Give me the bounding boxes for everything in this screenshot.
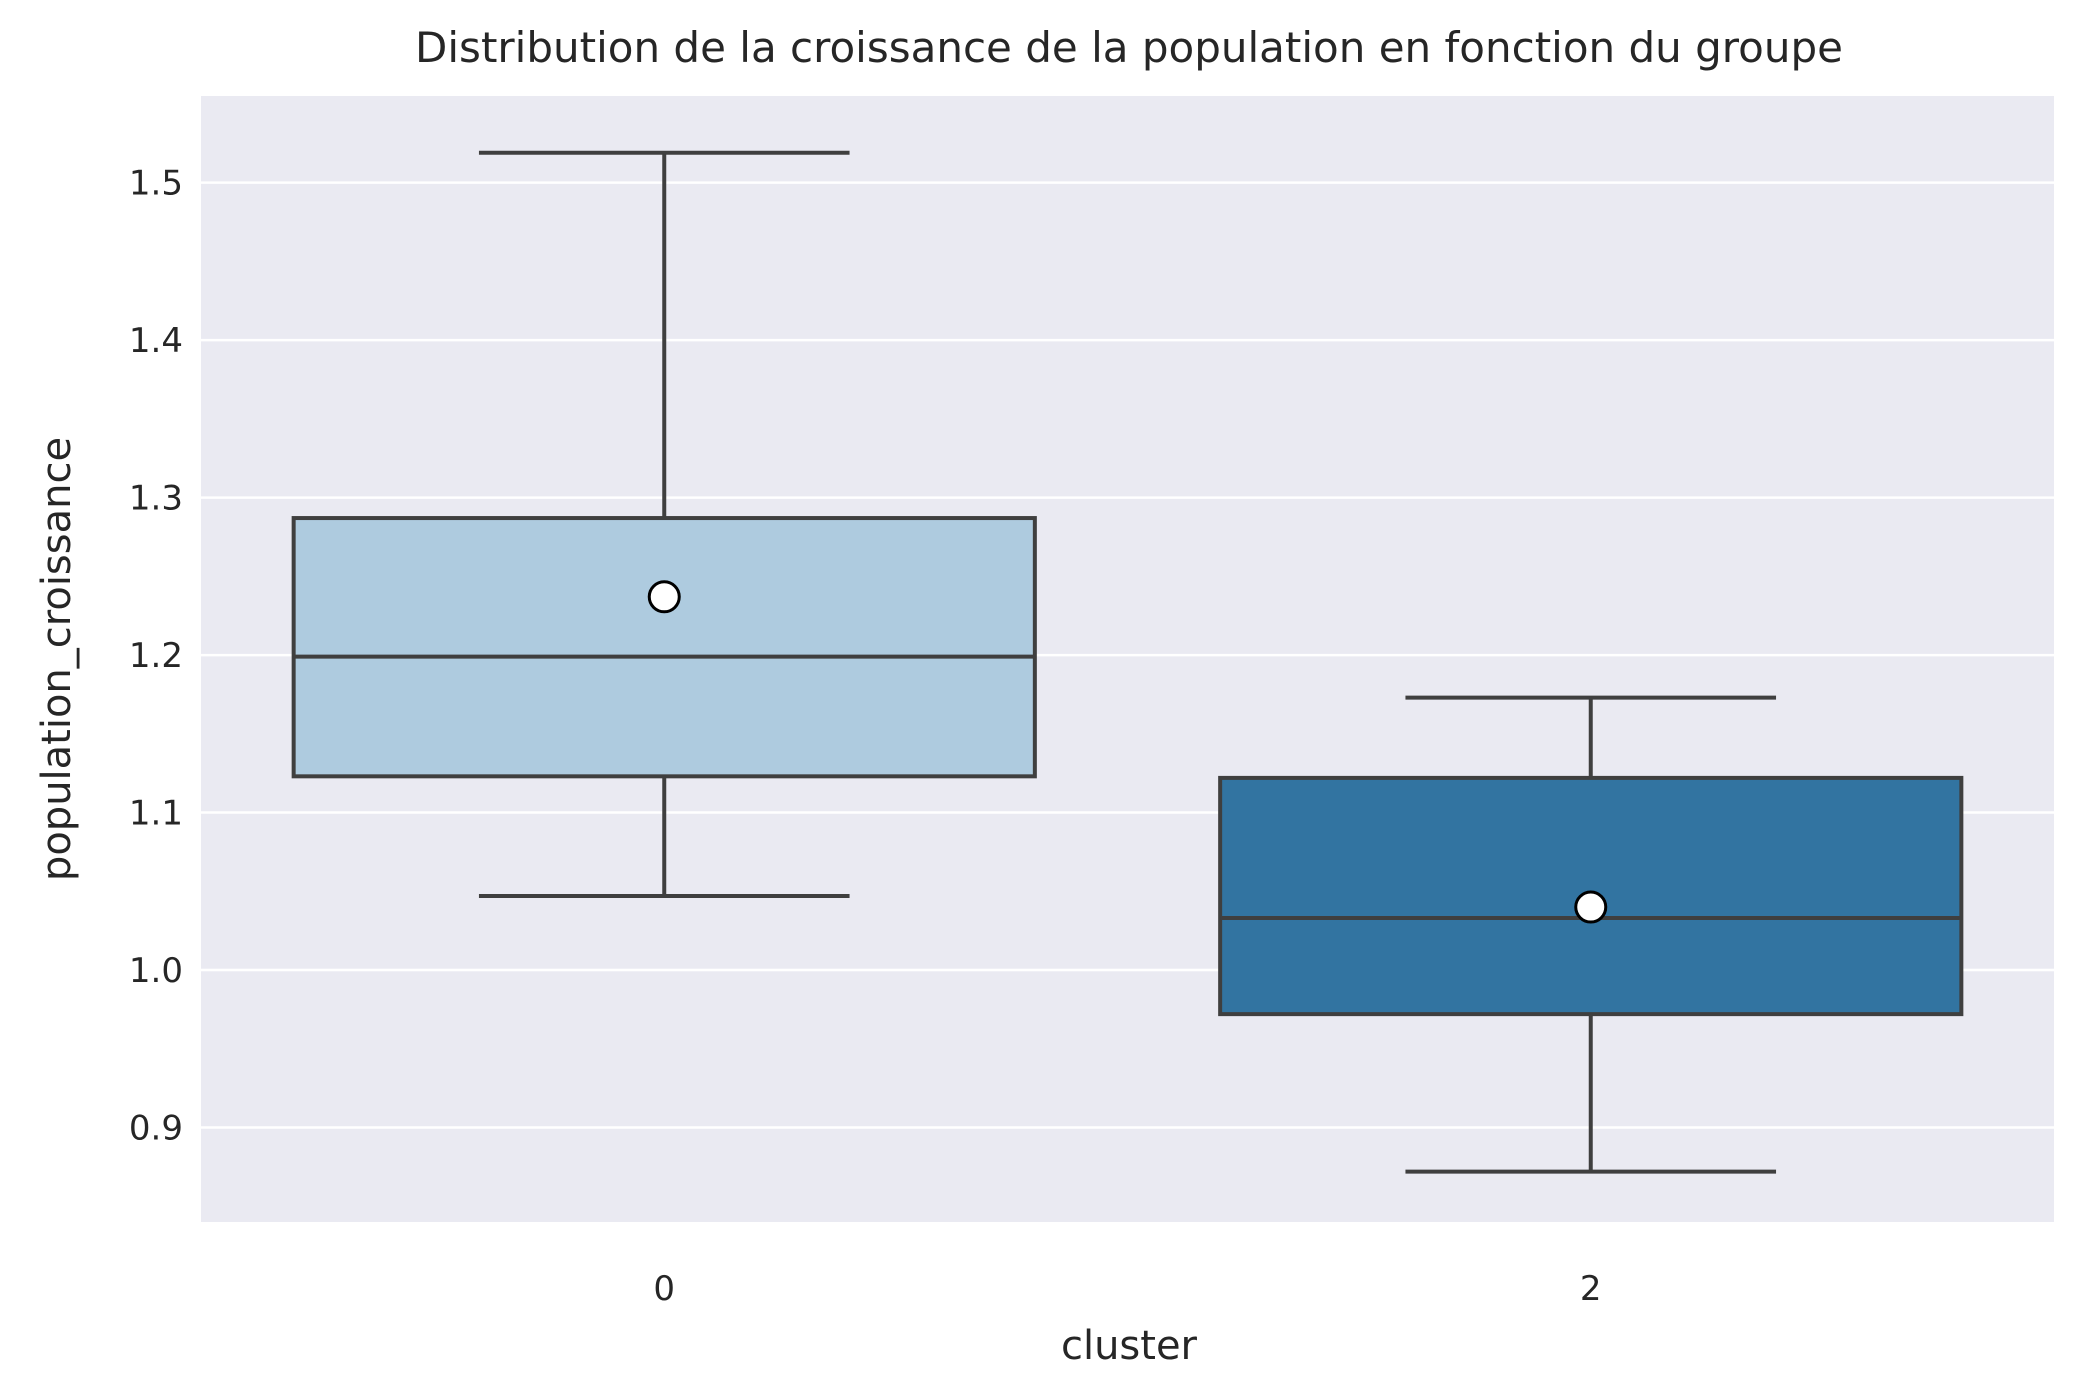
y-axis-label: population_croissance: [34, 437, 80, 881]
x-tick-label: 2: [1580, 1269, 1602, 1309]
y-tick-label: 1.1: [129, 794, 183, 834]
box-group-0: [291, 150, 1037, 899]
y-tick-label: 1.5: [129, 164, 183, 204]
mean-marker: [1574, 890, 1608, 924]
box: [291, 516, 1037, 779]
y-tick-label: 1.2: [129, 636, 183, 676]
y-tick-label: 1.4: [129, 321, 183, 361]
x-axis-label: cluster: [1061, 1323, 1198, 1369]
boxes: [291, 150, 1964, 1174]
box: [1218, 775, 1964, 1017]
y-tick-label: 0.9: [129, 1109, 183, 1149]
mean-marker: [647, 580, 681, 614]
y-tick-label: 1.3: [129, 479, 183, 519]
x-tick-label: 0: [653, 1269, 675, 1309]
chart-title: Distribution de la croissance de la popu…: [415, 23, 1843, 72]
y-tick-label: 1.0: [129, 951, 183, 991]
box-group-2: [1218, 695, 1964, 1174]
y-axis-ticks: 0.9 1.0 1.1 1.2 1.3 1.4 1.5: [129, 164, 183, 1149]
